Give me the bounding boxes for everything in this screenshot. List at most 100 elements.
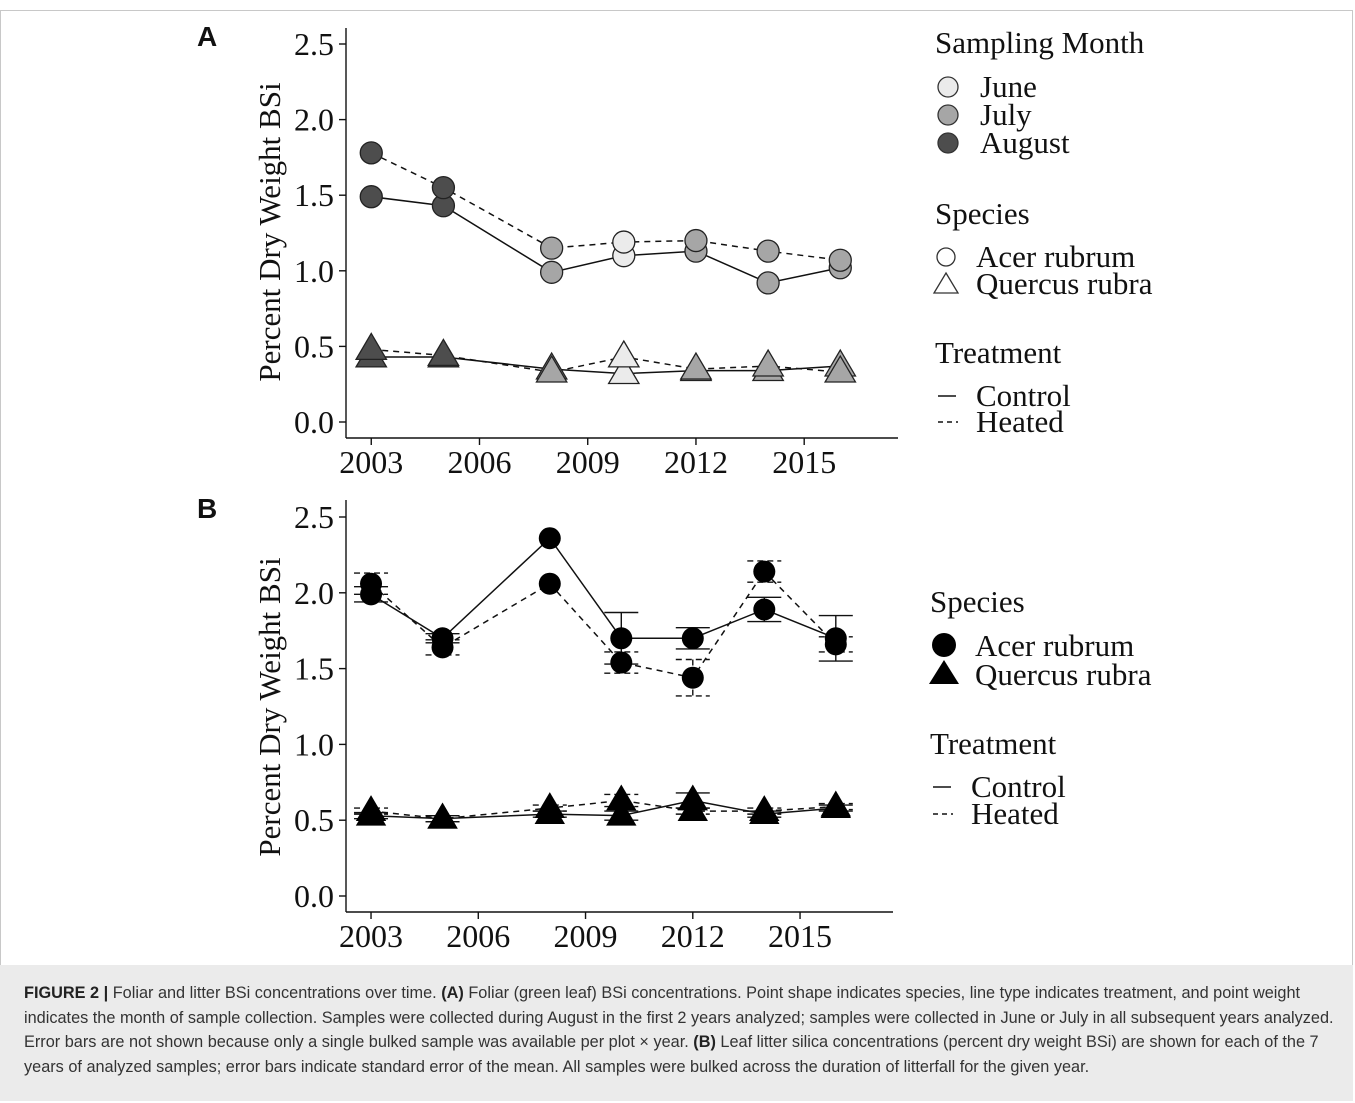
data-point-acer xyxy=(756,239,780,263)
data-point-acer xyxy=(431,636,454,659)
panel-b-x-tick-label: 2006 xyxy=(446,918,510,954)
panel-a-x-tick-label: 2003 xyxy=(339,444,403,480)
legend-acer-label: Acer rubrum xyxy=(976,239,1135,274)
series-line-acer-heated xyxy=(370,570,837,679)
legend-heated-label: Heated xyxy=(976,404,1064,439)
data-point-acer xyxy=(539,260,564,284)
panel-a-y-tick-label: 2.5 xyxy=(294,26,334,62)
panel-b-y-tick-label: 0.0 xyxy=(294,878,334,914)
legend-treatment-title: Treatment xyxy=(935,335,1062,370)
data-point-quercus xyxy=(606,799,637,826)
legend-july-label: July xyxy=(980,97,1032,132)
data-point-quercus xyxy=(354,332,388,360)
data-point-quercus xyxy=(427,338,460,367)
panel-b-y-tick-label: 1.0 xyxy=(294,726,334,762)
panel-b-x-tick-label: 2012 xyxy=(661,918,725,954)
data-point-quercus xyxy=(679,351,713,380)
data-point-acer xyxy=(756,271,780,295)
panel-a-y-axis-label: Percent Dry Weight BSi xyxy=(252,82,287,382)
legend-quercus-swatch xyxy=(932,271,960,294)
data-point-quercus xyxy=(606,784,637,811)
figure-caption: FIGURE 2 | Foliar and litter BSi concent… xyxy=(24,981,1334,1079)
panel-b-x-tick-label: 2003 xyxy=(339,918,403,954)
data-point-quercus xyxy=(749,795,780,822)
caption-intro: Foliar and litter BSi concentrations ove… xyxy=(112,984,437,1002)
legend-august-swatch xyxy=(937,132,959,154)
legend-quercus-label: Quercus rubra xyxy=(976,266,1153,301)
data-point-acer xyxy=(610,651,633,674)
caption-a-text: Foliar (green leaf) BSi concentrations. … xyxy=(24,984,1334,1051)
legend-b-quercus-label: Quercus rubra xyxy=(975,657,1152,692)
legend-b-heated-label: Heated xyxy=(971,796,1059,831)
panel-a-y-tick-label: 2.0 xyxy=(294,102,334,138)
legend-july-swatch xyxy=(937,104,959,126)
data-point-quercus xyxy=(535,354,568,383)
panel-a-legend: Sampling Month June July August Species … xyxy=(932,25,1153,439)
data-point-quercus xyxy=(534,792,565,818)
data-point-acer xyxy=(538,572,561,595)
data-point-quercus xyxy=(607,339,641,368)
data-point-acer xyxy=(684,228,708,253)
data-point-acer xyxy=(359,141,383,165)
panel-a-y-tick-label: 1.5 xyxy=(294,177,334,213)
panel-b-x-tick-label: 2015 xyxy=(768,918,832,954)
caption-background xyxy=(0,965,1353,1101)
data-point-acer xyxy=(539,236,564,260)
panel-a-x-tick-label: 2006 xyxy=(447,444,511,480)
panel-a-letter: A xyxy=(197,21,217,52)
data-point-acer xyxy=(610,627,633,650)
legend-acer-swatch xyxy=(936,247,956,267)
panel-a-x-tick-label: 2012 xyxy=(664,444,728,480)
panel-b-y-tick-label: 0.5 xyxy=(294,802,334,838)
caption-a-label: (A) xyxy=(441,984,464,1002)
data-point-quercus xyxy=(677,795,708,822)
panel-b-x-tick-label: 2009 xyxy=(554,918,618,954)
data-point-acer xyxy=(681,666,704,689)
panel-b-y-tick-label: 2.0 xyxy=(294,575,334,611)
panel-a-x-tick-label: 2015 xyxy=(772,444,836,480)
data-point-acer xyxy=(612,230,636,254)
data-point-quercus xyxy=(607,356,641,385)
panel-a-x-tick-label: 2009 xyxy=(556,444,620,480)
series-line-acer-control xyxy=(370,537,837,640)
panel-b-letter: B xyxy=(197,493,217,524)
legend-august-label: August xyxy=(980,125,1070,160)
panel-b-legend: Species Acer rubrum Quercus rubra Treatm… xyxy=(929,584,1152,831)
panel-b-chart: B Percent Dry Weight BSi 0.0 0.5 1.0 1.5 2.0… xyxy=(197,493,1152,954)
panel-b-y-axis-label: Percent Dry Weight BSi xyxy=(252,557,287,857)
legend-b-acer-label: Acer rubrum xyxy=(975,628,1134,663)
caption-figure-label: FIGURE 2 | xyxy=(24,984,109,1002)
panel-a-chart: A Percent Dry Weight BSi 0.0 0.5 1.0 1.5 2.0… xyxy=(197,21,1153,480)
caption-b-label: (B) xyxy=(693,1033,716,1051)
legend-b-control-label: Control xyxy=(971,769,1066,804)
panel-b-y-tick-label: 1.5 xyxy=(294,651,334,687)
data-point-quercus xyxy=(820,790,851,817)
data-point-quercus xyxy=(355,795,387,822)
panel-a-y-tick-label: 0.5 xyxy=(294,328,334,364)
data-point-acer xyxy=(538,527,561,550)
data-point-quercus xyxy=(751,348,785,377)
legend-b-acer-swatch xyxy=(932,633,956,657)
data-point-quercus xyxy=(427,802,458,829)
panel-a-y-tick-label: 1.0 xyxy=(294,253,334,289)
data-point-acer xyxy=(360,572,383,595)
figure-frame xyxy=(0,10,1353,1101)
legend-b-quercus-swatch xyxy=(929,660,959,684)
legend-sampling-month-title: Sampling Month xyxy=(935,25,1145,60)
legend-b-treatment-title: Treatment xyxy=(930,726,1057,761)
data-point-acer xyxy=(753,560,776,583)
panel-a-y-tick-label: 0.0 xyxy=(294,404,334,440)
legend-b-species-title: Species xyxy=(930,584,1025,619)
figure-2: A Percent Dry Weight BSi 0.0 0.5 1.0 1.5 2.0… xyxy=(197,21,1153,954)
caption-b-text: Leaf litter silica concentrations (perce… xyxy=(24,1033,1319,1076)
panel-b-y-tick-label: 2.5 xyxy=(294,499,334,535)
data-point-acer xyxy=(828,248,852,272)
data-point-acer xyxy=(824,633,847,656)
legend-control-label: Control xyxy=(976,378,1071,413)
data-point-acer xyxy=(681,627,704,650)
legend-june-label: June xyxy=(980,69,1037,104)
data-point-quercus xyxy=(823,354,857,383)
data-point-acer xyxy=(431,175,456,200)
data-point-acer xyxy=(753,598,776,621)
legend-species-title: Species xyxy=(935,196,1030,231)
